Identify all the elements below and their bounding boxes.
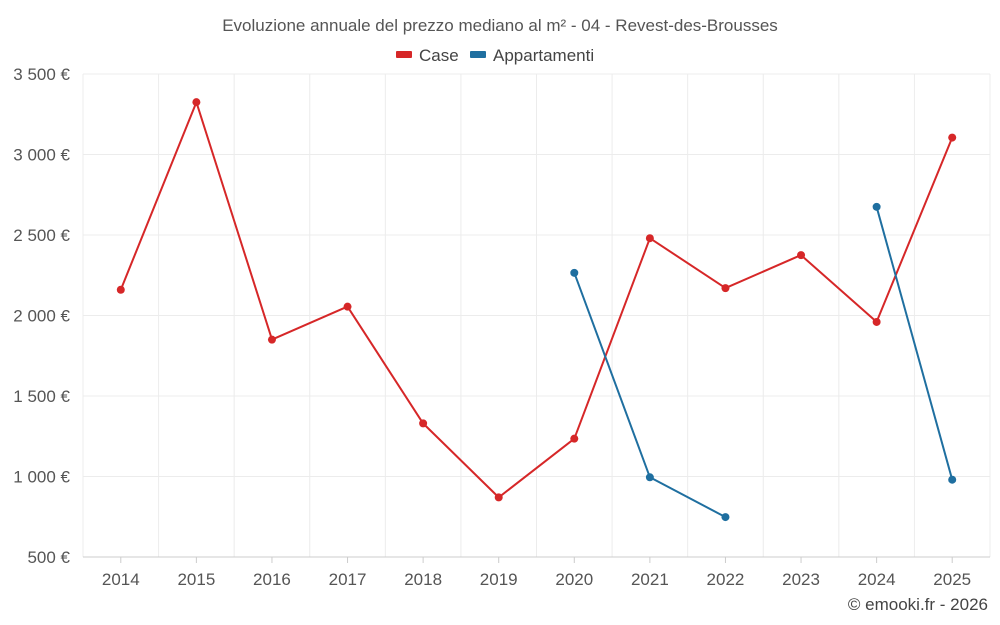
data-point-case[interactable] [494, 493, 503, 502]
series-line-appartamenti [875, 206, 954, 480]
legend: Case Appartamenti [396, 46, 594, 65]
x-tick-label: 2023 [782, 570, 820, 589]
x-tick-label: 2025 [933, 570, 971, 589]
data-point-appartamenti[interactable] [570, 268, 579, 277]
data-point-case[interactable] [419, 419, 428, 428]
x-tick-label: 2015 [177, 570, 215, 589]
data-point-case[interactable] [797, 251, 806, 260]
y-tick-label: 500 € [27, 548, 70, 567]
x-tick-label: 2019 [480, 570, 518, 589]
y-tick-label: 1 000 € [13, 468, 70, 487]
x-tick-label: 2020 [555, 570, 593, 589]
data-point-case[interactable] [343, 302, 352, 311]
y-tick-label: 2 000 € [13, 307, 70, 326]
legend-item-appartamenti[interactable]: Appartamenti [470, 46, 594, 65]
y-tick-label: 1 500 € [13, 387, 70, 406]
x-tick-label: 2014 [102, 570, 140, 589]
credit-text: © emooki.fr - 2026 [848, 595, 988, 614]
data-point-appartamenti[interactable] [872, 202, 881, 211]
data-point-appartamenti[interactable] [721, 513, 730, 522]
series-line-case [119, 101, 954, 499]
data-point-case[interactable] [872, 317, 881, 326]
data-point-case[interactable] [948, 133, 957, 142]
series-appartamenti [570, 202, 957, 522]
legend-swatch-appartamenti [470, 51, 486, 58]
x-tick-label: 2017 [329, 570, 367, 589]
data-point-case[interactable] [267, 335, 276, 344]
x-tick-label: 2022 [707, 570, 745, 589]
chart-title: Evoluzione annuale del prezzo mediano al… [222, 16, 778, 35]
legend-swatch-case [396, 51, 412, 58]
data-point-case[interactable] [192, 98, 201, 107]
y-tick-label: 2 500 € [13, 226, 70, 245]
data-point-case[interactable] [116, 285, 125, 294]
data-point-case[interactable] [721, 284, 730, 293]
data-point-case[interactable] [570, 434, 579, 443]
x-tick-label: 2018 [404, 570, 442, 589]
x-tick-label: 2024 [858, 570, 896, 589]
data-point-case[interactable] [645, 234, 654, 243]
data-point-appartamenti[interactable] [645, 473, 654, 482]
legend-label-appartamenti: Appartamenti [493, 46, 594, 65]
legend-item-case[interactable]: Case [396, 46, 459, 65]
series [116, 98, 957, 522]
y-tick-label: 3 000 € [13, 146, 70, 165]
axes: 500 € 1 000 € 1 500 € 2 000 € 2 500 € 3 000 €… [13, 65, 990, 589]
gridlines [82, 73, 991, 557]
x-tick-label: 2016 [253, 570, 291, 589]
x-tick-label: 2021 [631, 570, 669, 589]
legend-label-case: Case [419, 46, 459, 65]
y-tick-label: 3 500 € [13, 65, 70, 84]
series-case [116, 98, 957, 502]
data-point-appartamenti[interactable] [948, 475, 957, 484]
